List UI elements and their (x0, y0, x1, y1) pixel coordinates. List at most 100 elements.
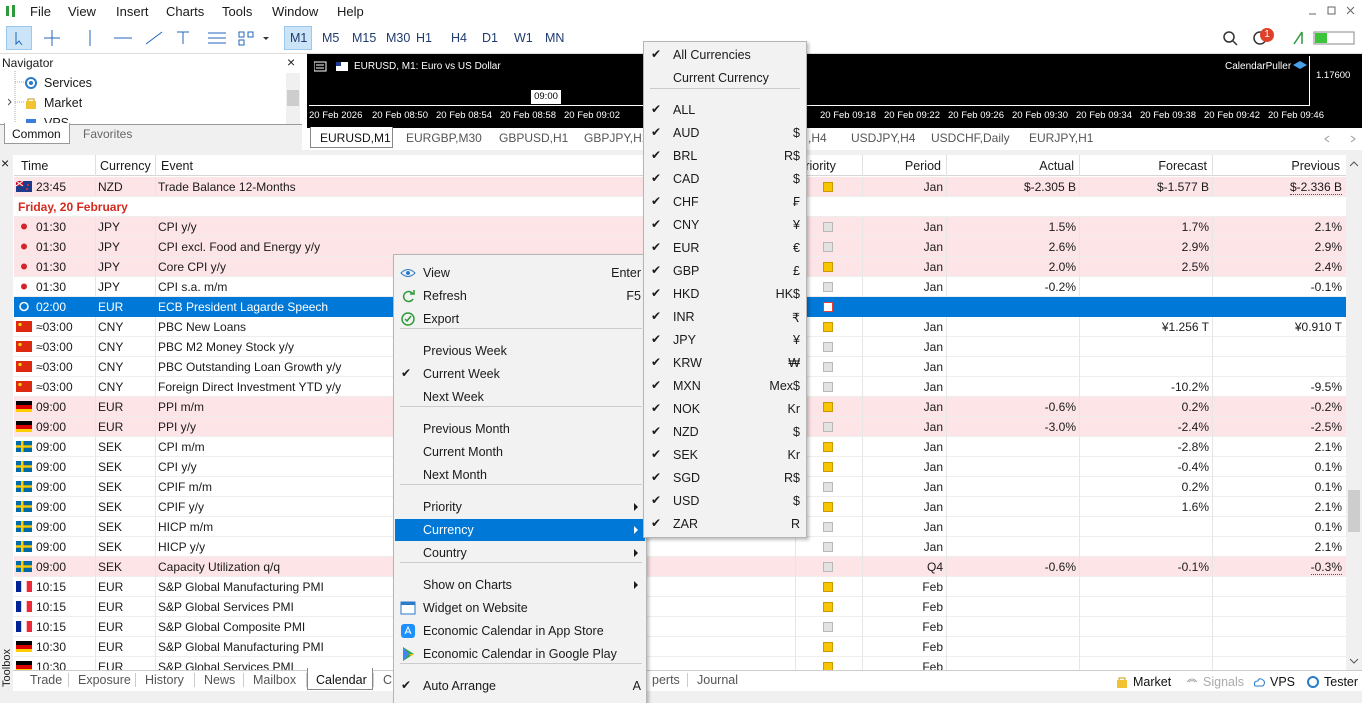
menu-item[interactable]: Auto Arrange (423, 679, 496, 693)
calendar-row[interactable] (14, 577, 1346, 597)
chart-tab[interactable]: ,H4 (808, 131, 827, 145)
column-header[interactable]: Actual (1039, 159, 1074, 173)
chart-tab[interactable]: USDCHF,Daily (931, 131, 1010, 145)
menu-item[interactable]: View (68, 4, 96, 19)
menu-item[interactable]: Next Week (423, 390, 484, 404)
menu-item[interactable]: Charts (166, 4, 205, 19)
calendar-row[interactable] (14, 557, 1346, 577)
status-item[interactable]: VPS (1270, 675, 1296, 689)
menu-item[interactable]: Help (337, 4, 364, 19)
menu-item[interactable]: Insert (116, 4, 149, 19)
timeframe-button[interactable]: W1 (514, 31, 533, 45)
toolbox-tab[interactable]: Exposure (78, 673, 131, 687)
cell-divider (95, 417, 96, 437)
chart-tab[interactable]: EURUSD,M1 (320, 131, 391, 145)
timeframe-button[interactable]: M1 (290, 31, 308, 45)
navigator-item[interactable]: Market (44, 96, 83, 110)
currency-item[interactable]: JPY (673, 333, 696, 347)
currency-item[interactable]: All Currencies (673, 48, 751, 62)
cell-divider (95, 537, 96, 557)
navigator-tab[interactable]: Common (12, 127, 61, 141)
currency-item[interactable]: Current Currency (673, 71, 769, 85)
toolbox-close[interactable]: × (1, 155, 10, 171)
currency-item[interactable]: INR (673, 310, 695, 324)
navigator-close[interactable]: × (287, 54, 296, 70)
currency-item[interactable]: SEK (673, 448, 699, 462)
column-header[interactable]: Period (904, 159, 941, 173)
column-header[interactable]: Time (21, 159, 49, 173)
calendar-row[interactable] (14, 537, 1346, 557)
currency-item[interactable]: AUD (673, 126, 700, 140)
chart-tab[interactable]: GBPJPY,H1 (584, 131, 649, 145)
currency-item[interactable]: ALL (673, 103, 696, 117)
cell-time: 10:15 (36, 600, 67, 614)
timeframe-button[interactable]: D1 (482, 31, 498, 45)
menu-item[interactable]: Previous Week (423, 344, 507, 358)
currency-item[interactable]: ZAR (673, 517, 698, 531)
navigator-tab[interactable]: Favorites (83, 127, 133, 141)
status-item[interactable]: Tester (1324, 675, 1359, 689)
currency-item[interactable]: SGD (673, 471, 701, 485)
menu-item[interactable]: File (30, 4, 51, 19)
toolbox-tab[interactable]: Journal (697, 673, 738, 687)
menu-item[interactable]: Widget on Website (423, 601, 528, 615)
currency-item[interactable]: NOK (673, 402, 701, 416)
currency-item[interactable]: USD (673, 494, 700, 508)
menu-item[interactable]: View (423, 266, 450, 280)
chart-tab[interactable]: EURGBP,M30 (406, 131, 482, 145)
timeframe-button[interactable]: MN (545, 31, 565, 45)
column-header[interactable]: Previous (1291, 159, 1340, 173)
status-item[interactable]: Signals (1203, 675, 1244, 689)
toolbox-tab[interactable]: perts (652, 673, 680, 687)
chart-tab[interactable]: USDJPY,H4 (851, 131, 916, 145)
toolbox-tab[interactable]: History (145, 673, 184, 687)
currency-item[interactable]: CHF (673, 195, 699, 209)
currency-item[interactable]: NZD (673, 425, 699, 439)
currency-item[interactable]: GBP (673, 264, 700, 278)
cell-divider (1212, 657, 1213, 677)
currency-item[interactable]: EUR (673, 241, 700, 255)
toolbox-tab[interactable]: Mailbox (253, 673, 297, 687)
menu-item[interactable]: Priority (423, 500, 462, 514)
toolbox-tab[interactable]: Trade (30, 673, 63, 687)
column-header[interactable]: Event (161, 159, 193, 173)
timeframe-button[interactable]: M5 (322, 31, 340, 45)
calendar-row[interactable] (14, 637, 1346, 657)
menu-item[interactable]: Tools (222, 4, 253, 19)
menu-item[interactable]: Refresh (423, 289, 467, 303)
calendar-row[interactable] (14, 597, 1346, 617)
toolbox-tab[interactable]: News (204, 673, 236, 687)
currency-item[interactable]: CNY (673, 218, 700, 232)
menu-item[interactable]: Next Month (423, 468, 487, 482)
status-item[interactable]: Market (1133, 675, 1172, 689)
menu-item[interactable]: Window (272, 4, 319, 19)
currency-item[interactable]: BRL (673, 149, 698, 163)
chart-tab[interactable]: GBPUSD,H1 (499, 131, 569, 145)
menu-item[interactable]: Economic Calendar in Google Play (423, 647, 617, 661)
navigator-item[interactable]: Services (44, 76, 92, 90)
timeframe-button[interactable]: H4 (451, 31, 467, 45)
menu-item[interactable]: Current Week (423, 367, 500, 381)
column-header[interactable]: Currency (100, 159, 151, 173)
currency-item[interactable]: MXN (673, 379, 701, 393)
menu-item[interactable]: Current Month (423, 445, 503, 459)
navigator-item[interactable]: VPS (44, 116, 70, 124)
column-header[interactable]: Forecast (1158, 159, 1207, 173)
currency-item[interactable]: CAD (673, 172, 700, 186)
timeframe-button[interactable]: H1 (416, 31, 432, 45)
menu-item[interactable]: Previous Month (423, 422, 510, 436)
menu-item[interactable]: Show on Charts (423, 578, 512, 592)
calendar-row[interactable] (14, 617, 1346, 637)
timeframe-button[interactable]: M30 (386, 31, 411, 45)
toolbox-tab[interactable]: C (383, 673, 393, 687)
chart-tab[interactable]: EURJPY,H1 (1029, 131, 1094, 145)
toolbox-tab[interactable]: Calendar (316, 673, 367, 687)
currency-item[interactable]: HKD (673, 287, 700, 301)
currency-item[interactable]: KRW (673, 356, 702, 370)
cursor-button[interactable] (6, 26, 32, 50)
menu-item[interactable]: Export (423, 312, 460, 326)
menu-item[interactable]: Economic Calendar in App Store (423, 624, 604, 638)
menu-item[interactable]: Country (423, 546, 467, 560)
timeframe-button[interactable]: M15 (352, 31, 377, 45)
menu-item[interactable]: Currency (423, 523, 474, 537)
